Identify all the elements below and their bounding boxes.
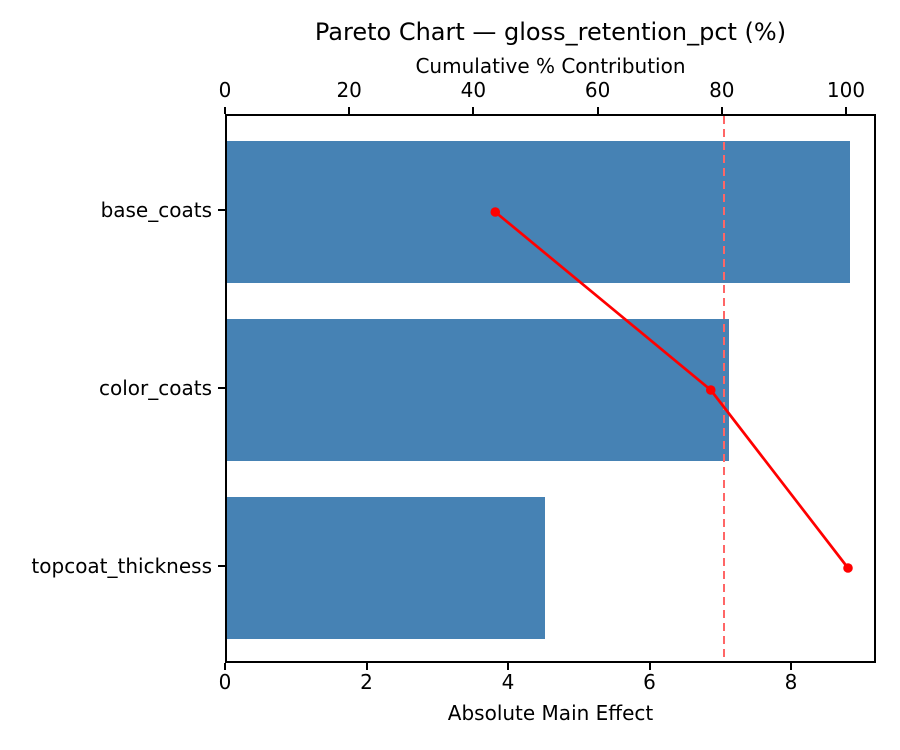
cumulative-marker-color_coats xyxy=(705,385,716,395)
top-axis-tick-label: 40 xyxy=(460,78,487,102)
bottom-axis-tick xyxy=(224,663,226,670)
bottom-axis-tick-label: 8 xyxy=(784,670,798,694)
bottom-axis-tick-label: 6 xyxy=(643,670,656,694)
bottom-axis-tick-label: 2 xyxy=(360,670,373,694)
bottom-axis-tick xyxy=(648,663,651,670)
bar-color_coats xyxy=(227,319,730,461)
left-axis-tick xyxy=(218,209,225,211)
cumulative-line xyxy=(490,207,853,573)
bottom-axis-tick xyxy=(790,663,792,670)
bar-topcoat_thickness xyxy=(227,497,546,639)
top-axis-tick-label: 60 xyxy=(584,78,611,102)
top-axis-tick-label: 100 xyxy=(826,78,866,102)
bottom-axis-tick-label: 4 xyxy=(501,670,515,694)
bar-base_coats xyxy=(227,141,850,283)
top-axis-tick-label: 0 xyxy=(218,78,232,102)
cumulative-marker-topcoat_thickness xyxy=(843,563,853,573)
top-axis-tick-label: 20 xyxy=(336,78,362,102)
cumulative-marker-base_coats xyxy=(490,207,501,217)
top-axis-tick xyxy=(720,107,723,114)
bottom-axis-tick-label: 0 xyxy=(218,670,232,694)
left-axis-tick xyxy=(218,387,225,389)
cumulative-line-path xyxy=(494,210,850,569)
top-axis-tick-label: 80 xyxy=(709,78,735,102)
chart-title: Pareto Chart — gloss_retention_pct (%) xyxy=(314,18,787,46)
top-axis-label: Cumulative % Contribution xyxy=(415,54,686,78)
y-axis-label-color_coats: color_coats xyxy=(99,376,212,400)
plot-area xyxy=(225,114,876,663)
top-axis-tick xyxy=(596,107,599,114)
bottom-axis-label: Absolute Main Effect xyxy=(447,701,654,725)
bottom-axis-tick xyxy=(507,663,509,670)
top-axis-tick xyxy=(472,107,475,114)
bottom-axis-tick xyxy=(365,663,368,670)
threshold-line-80pct xyxy=(722,116,725,661)
y-axis-label-base_coats: base_coats xyxy=(100,198,212,222)
y-axis-label-topcoat_thickness: topcoat_thickness xyxy=(31,554,212,578)
top-axis-tick xyxy=(348,107,351,114)
left-axis-tick xyxy=(218,565,225,567)
top-axis-tick xyxy=(224,107,226,114)
top-axis-tick xyxy=(845,107,847,114)
